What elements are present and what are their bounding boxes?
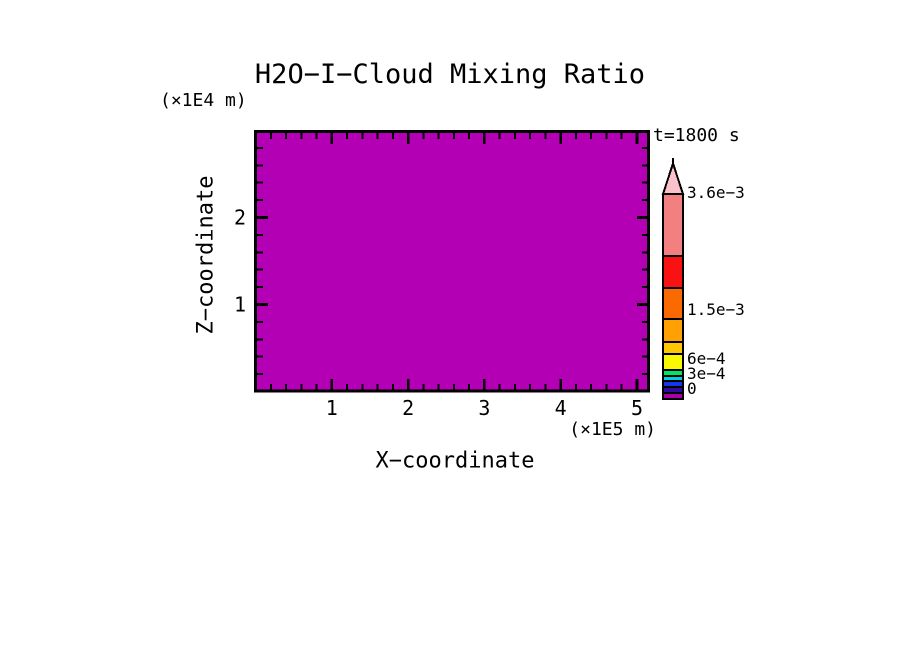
colorbar-segment-1 <box>662 255 684 289</box>
z-tick-label: 2 <box>233 205 246 229</box>
x-axis-title: X−coordinate <box>375 448 535 474</box>
z-tick-label: 1 <box>233 292 246 316</box>
x-tick-label: 3 <box>478 396 491 420</box>
colorbar-segment-10 <box>662 392 684 400</box>
z-axis-unit-label: (×1E4 m) <box>160 90 247 111</box>
colorbar-tick-label: 3e−4 <box>687 363 726 383</box>
colorbar-tick-label: 3.6e−3 <box>687 182 745 202</box>
x-axis-unit-label: (×1E5 m) <box>569 419 656 440</box>
plot-field <box>254 130 650 393</box>
colorbar-segment-4 <box>662 341 684 355</box>
x-tick-label: 5 <box>630 396 644 420</box>
x-tick-label: 2 <box>402 396 415 420</box>
colorbar-tick-label: 6e−4 <box>687 348 726 368</box>
x-tick-label: 1 <box>325 396 338 420</box>
colorbar-segment-3 <box>662 318 684 343</box>
chart-title: H2O−I−Cloud Mixing Ratio <box>254 59 646 90</box>
z-axis-title: Z−coordinate <box>193 175 219 335</box>
colorbar-segment-5 <box>662 353 684 371</box>
colorbar-segment-0 <box>662 193 684 257</box>
colorbar-arrow-tip <box>661 160 685 195</box>
colorbar-tick-label: 1.5e−3 <box>687 299 745 319</box>
time-annotation: t=1800 s <box>653 125 740 146</box>
x-tick-label: 4 <box>554 396 567 420</box>
colorbar-segment-2 <box>662 287 684 320</box>
colorbar-tick-label: 0 <box>687 378 697 398</box>
